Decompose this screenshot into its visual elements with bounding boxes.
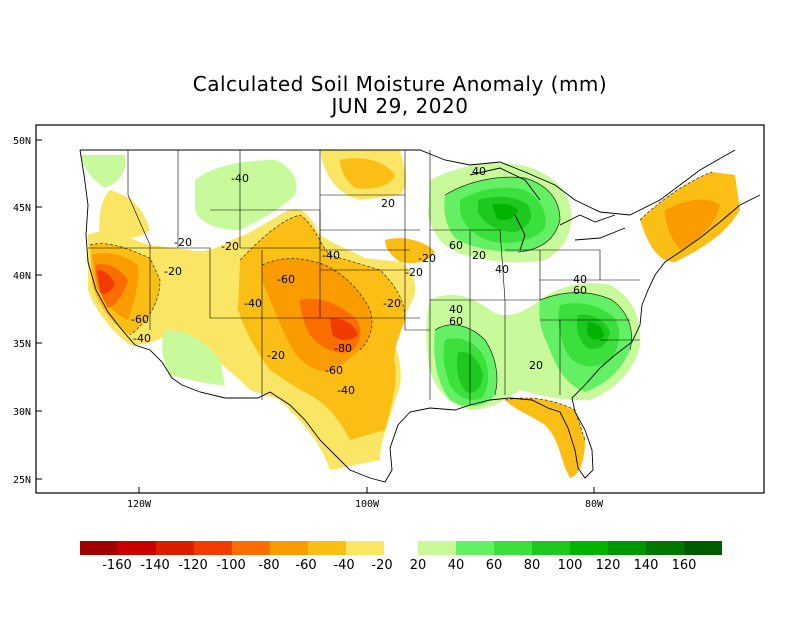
wet-region-arizona [162, 330, 225, 385]
dry-band-40-florida [505, 398, 585, 478]
legend-label: 20 [410, 558, 427, 573]
contour-label: 40 [495, 263, 509, 276]
legend-dry-swatch [232, 541, 270, 555]
contour-label: -40 [322, 249, 340, 262]
contour-label: 60 [449, 315, 463, 328]
legend-dry-swatch [308, 541, 346, 555]
dry-band-40-dakotas [340, 158, 395, 189]
wet-band-100-carolinas [587, 322, 604, 340]
legend-dry-swatch [156, 541, 194, 555]
legend-label: 160 [672, 558, 697, 573]
legend-wet-swatches [418, 541, 722, 555]
map-date: JUN 29, 2020 [331, 94, 469, 118]
map-frame [35, 124, 765, 494]
contour-label: 40 [573, 273, 587, 286]
contour-label: -60 [131, 313, 149, 326]
legend-wet-swatch [494, 541, 532, 555]
contour-label: -20 [405, 266, 423, 279]
legend-dry-swatch [80, 541, 118, 555]
wet-region-washington [80, 155, 126, 188]
legend-label: -40 [333, 558, 354, 573]
northern-border [80, 149, 736, 216]
legend-label: 80 [524, 558, 541, 573]
dry-band-100-central [330, 318, 358, 341]
latitude-labels: 50N 45N 40N 35N 30N 25N [13, 136, 31, 486]
contour-label: -40 [231, 172, 249, 185]
legend-label: -140 [140, 558, 170, 573]
contour-label: -20 [164, 265, 182, 278]
contour-label: -60 [277, 273, 295, 286]
legend-dry-swatch [194, 541, 232, 555]
contour-label: -20 [418, 252, 436, 265]
legend-dry-swatches [80, 541, 384, 555]
legend-wet-swatch [418, 541, 456, 555]
contour-label: -40 [133, 332, 151, 345]
lat-label: 40N [13, 271, 31, 282]
legend-wet-swatch [456, 541, 494, 555]
contour-label: -40 [244, 297, 262, 310]
longitude-ticks [138, 487, 595, 493]
us-outline [79, 149, 761, 483]
contour-labels: -40 -20 -20 -20 -40 -60 -40 -60 -40 -20 … [131, 165, 587, 397]
legend-wet-swatch [532, 541, 570, 555]
great-lakes [469, 167, 626, 251]
legend-label: 60 [486, 558, 503, 573]
legend-wet-swatch [646, 541, 684, 555]
state-borders [88, 150, 640, 405]
legend-label: 100 [558, 558, 583, 573]
legend-wet-swatch [684, 541, 722, 555]
legend-label: 120 [596, 558, 621, 573]
legend-label: 140 [634, 558, 659, 573]
longitude-labels: 120W 100W 80W [127, 499, 604, 510]
contour-label: -20 [174, 236, 192, 249]
legend-label: -120 [178, 558, 208, 573]
contour-label: 20 [472, 249, 486, 262]
legend-label: -60 [295, 558, 316, 573]
lat-label: 25N [13, 475, 31, 486]
legend-label: -80 [258, 558, 279, 573]
lon-label: 80W [585, 499, 604, 510]
contour-label: -20 [383, 297, 401, 310]
legend-dry-swatch [118, 541, 156, 555]
legend-label: -160 [102, 558, 132, 573]
contour-label: 60 [573, 284, 587, 297]
wet-band-100-great-lakes [492, 203, 518, 220]
legend-label: 40 [448, 558, 465, 573]
lat-label: 45N [13, 203, 31, 214]
contour-label: 60 [449, 239, 463, 252]
dry-band-60-new-england [665, 199, 720, 250]
legend-dry-labels: -160 -140 -120 -100 -80 -60 -40 -20 [102, 558, 392, 573]
contour-label: -60 [325, 364, 343, 377]
legend-label: -20 [371, 558, 392, 573]
latitude-ticks [36, 139, 42, 480]
legend-label: -100 [216, 558, 246, 573]
contour-label: -20 [267, 349, 285, 362]
lat-label: 30N [13, 407, 31, 418]
dry-band-40-kansas [385, 238, 435, 264]
contour-label: -40 [337, 384, 355, 397]
lon-label: 100W [355, 499, 380, 510]
legend-dry-swatch [346, 541, 384, 555]
legend-wet-swatch [570, 541, 608, 555]
contour-label: 40 [472, 165, 486, 178]
contour-label: 40 [449, 303, 463, 316]
anomaly-fields [79, 149, 761, 483]
wet-region-northern-rockies [195, 160, 297, 230]
contour-label: 20 [381, 197, 395, 210]
legend-dry-swatch [270, 541, 308, 555]
contour-label: -20 [221, 240, 239, 253]
legend-wet-labels: 20 40 60 80 100 120 140 160 [410, 558, 697, 573]
coastline [79, 149, 761, 483]
map-title: Calculated Soil Moisture Anomaly (mm) [192, 72, 608, 96]
lon-label: 120W [127, 499, 152, 510]
dry-band-100-california [97, 270, 115, 294]
lat-label: 35N [13, 339, 31, 350]
dry-region-montana [99, 190, 150, 240]
contour-label: -80 [334, 342, 352, 355]
lat-label: 50N [13, 136, 31, 147]
legend-wet-swatch [608, 541, 646, 555]
contour-label: 20 [529, 359, 543, 372]
wet-contour-lines [434, 176, 632, 396]
